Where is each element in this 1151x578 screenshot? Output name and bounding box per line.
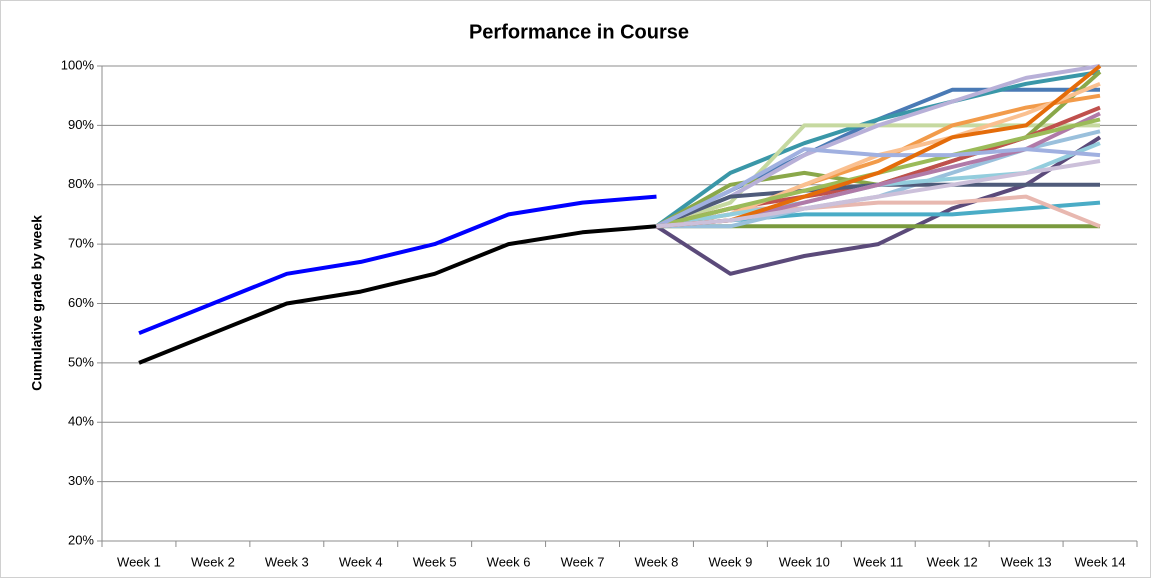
x-tick-label: Week 11 <box>853 554 903 569</box>
y-tick-label: 80% <box>68 176 94 191</box>
x-tick-label: Week 1 <box>117 554 161 569</box>
y-tick-label: 90% <box>68 117 94 132</box>
y-axis-label: Cumulative grade by week <box>29 215 45 391</box>
x-tick-label: Week 8 <box>635 554 679 569</box>
x-tick-label: Week 7 <box>561 554 605 569</box>
x-tick-label: Week 4 <box>339 554 383 569</box>
y-tick-label: 40% <box>68 414 94 429</box>
series-line <box>656 159 1101 229</box>
series-line <box>655 69 1101 228</box>
x-tick-label: Week 2 <box>191 554 235 569</box>
x-tick-label: Week 5 <box>413 554 457 569</box>
y-tick-label: 60% <box>68 295 94 310</box>
y-tick-label: 100% <box>61 57 95 72</box>
x-tick-label: Week 13 <box>1001 554 1052 569</box>
x-tick-label: Week 12 <box>927 554 978 569</box>
series-line <box>655 147 1101 229</box>
y-tick-label: 50% <box>68 354 94 369</box>
x-tick-label: Week 9 <box>708 554 752 569</box>
x-tick-label: Week 6 <box>487 554 531 569</box>
y-tick-label: 30% <box>68 473 94 488</box>
x-tick-label: Week 10 <box>779 554 830 569</box>
series-line <box>138 194 657 336</box>
x-tick-label: Week 3 <box>265 554 309 569</box>
y-tick-label: 70% <box>68 236 94 251</box>
chart-title: Performance in Course <box>469 21 689 43</box>
series-line <box>138 224 657 365</box>
x-tick-label: Week 14 <box>1074 554 1125 569</box>
y-tick-label: 20% <box>68 532 94 547</box>
